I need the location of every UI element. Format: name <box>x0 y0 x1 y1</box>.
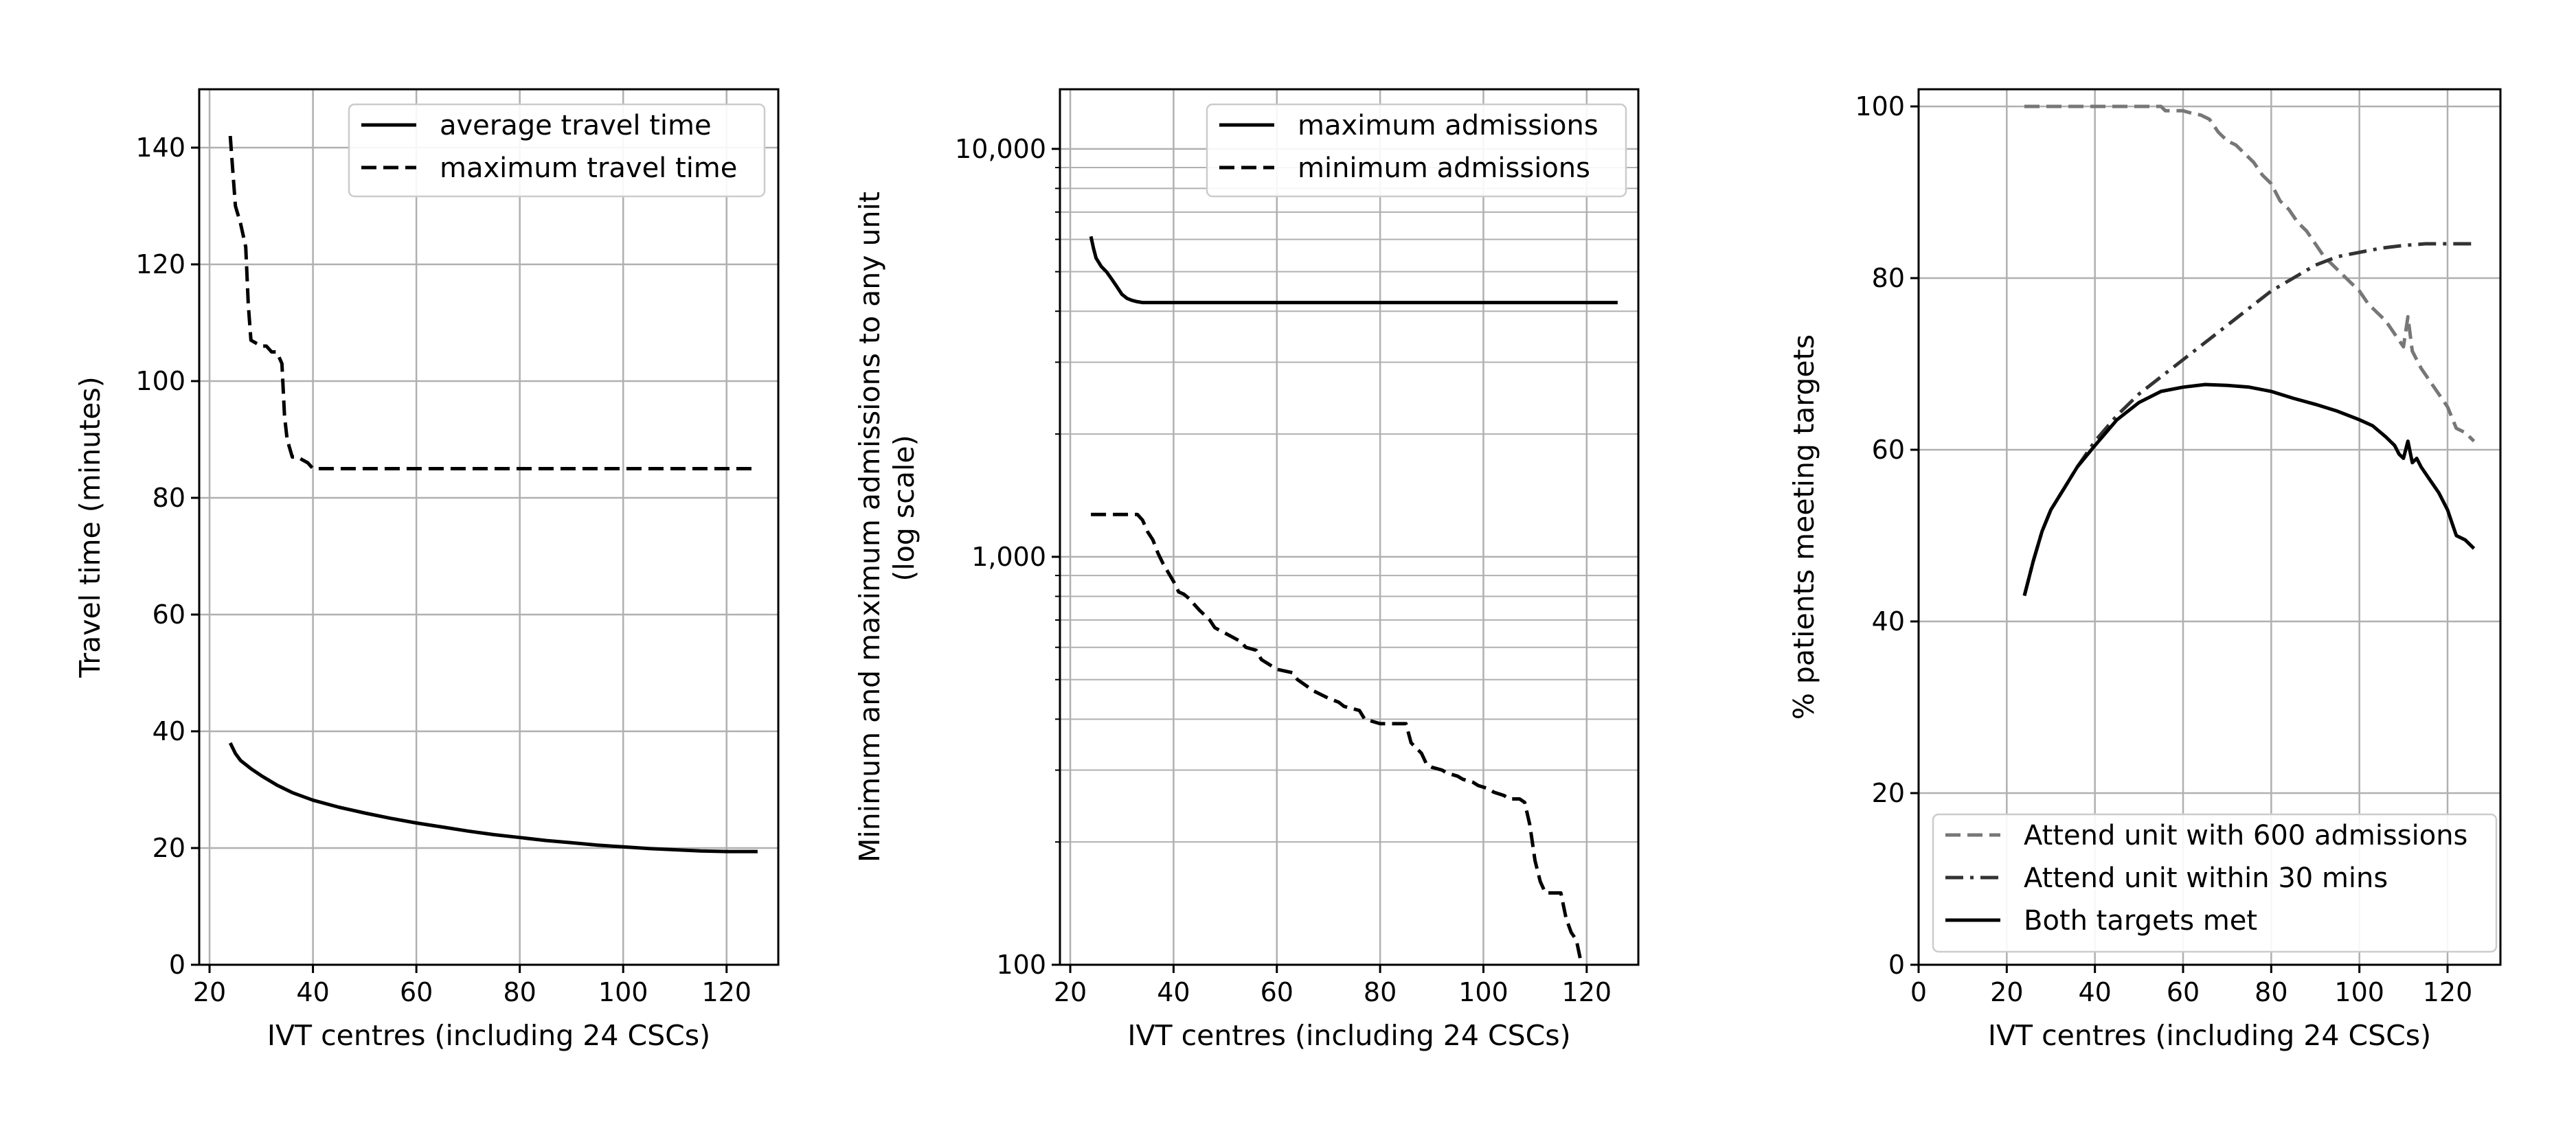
chart3-panel <box>1910 88 2502 973</box>
chart2-panel <box>1052 88 1640 973</box>
chart1-panel <box>191 88 780 973</box>
chart2-series-line-1 <box>1089 236 1618 305</box>
chart1-y-tick-label: 140 <box>135 133 185 163</box>
chart1-y-tick-label: 100 <box>135 366 185 396</box>
chart3-x-tick-label: 60 <box>2167 977 2200 1007</box>
chart3-x-tick-label: 40 <box>2078 977 2111 1007</box>
chart3-x-tick-label: 0 <box>1910 977 1927 1007</box>
chart1-series-line-2 <box>228 135 758 470</box>
chart2-y-tick-label: 10,000 <box>955 134 1046 164</box>
chart2-legend-box <box>1206 103 1627 198</box>
chart1-x-tick-label: 80 <box>503 977 536 1007</box>
chart1-x-tick-label: 20 <box>193 977 226 1007</box>
chart2-x-tick-label: 40 <box>1157 977 1190 1007</box>
chart3-x-tick-label: 20 <box>1990 977 2023 1007</box>
chart3-legend-box <box>1932 813 2498 953</box>
chart1-x-tick-label: 60 <box>400 977 433 1007</box>
chart3-series-line-2 <box>2022 242 2474 597</box>
chart2-y-axis-label-line2: (log scale) <box>888 435 920 581</box>
chart2-series-line-2 <box>1091 512 1583 965</box>
chart2-x-tick-label: 20 <box>1054 977 1087 1007</box>
chart3-y-tick-label: 40 <box>1872 606 1905 637</box>
chart3-y-tick-label: 20 <box>1872 778 1905 808</box>
chart1-legend-label-1: average travel time <box>440 110 712 141</box>
chart1-y-tick-label: 40 <box>152 716 185 746</box>
chart2-x-axis-label: IVT centres (including 24 CSCs) <box>1127 1019 1570 1052</box>
chart1-legend-label-2: maximum travel time <box>440 152 737 184</box>
chart2-x-tick-label: 80 <box>1364 977 1397 1007</box>
chart1-x-axis-label: IVT centres (including 24 CSCs) <box>267 1019 710 1052</box>
chart3-axes-frame <box>1917 88 2502 966</box>
chart3-y-tick-label: 80 <box>1872 263 1905 293</box>
chart3-legend-label-2: Attend unit within 30 mins <box>2024 862 2388 894</box>
chart1-axes-frame <box>198 88 780 966</box>
chart2-legend-label-2: minimum admissions <box>1298 152 1590 184</box>
chart1-y-axis-label: Travel time (minutes) <box>74 376 106 678</box>
chart2-legend-label-1: maximum admissions <box>1298 110 1598 141</box>
chart1-y-tick-label: 120 <box>135 249 185 279</box>
chart1-y-tick-label: 60 <box>152 599 185 630</box>
chart3-y-tick-label: 100 <box>1855 91 1905 122</box>
chart1-x-tick-label: 100 <box>598 977 648 1007</box>
chart1-series-line-1 <box>228 742 758 854</box>
chart2-x-tick-label: 60 <box>1261 977 1293 1007</box>
chart2-x-tick-label: 120 <box>1562 977 1612 1007</box>
chart1-x-tick-label: 40 <box>296 977 329 1007</box>
chart1-x-tick-label: 120 <box>701 977 752 1007</box>
chart3-x-tick-label: 100 <box>2334 977 2384 1007</box>
chart3-y-tick-label: 60 <box>1872 435 1905 465</box>
chart2-y-axis-label: Minimum and maximum admissions to any un… <box>853 192 886 862</box>
chart2-y-tick-label: 1,000 <box>971 542 1046 572</box>
chart1-y-tick-label: 80 <box>152 483 185 513</box>
chart2-x-tick-label: 100 <box>1458 977 1509 1007</box>
chart3-legend-label-3: Both targets met <box>2024 905 2257 937</box>
chart3-x-tick-label: 120 <box>2423 977 2473 1007</box>
chart3-x-axis-label: IVT centres (including 24 CSCs) <box>1988 1019 2431 1052</box>
chart1-y-tick-label: 0 <box>169 950 185 980</box>
chart3-x-tick-label: 80 <box>2255 977 2287 1007</box>
chart3-y-tick-label: 0 <box>1888 950 1905 980</box>
chart1-y-tick-label: 20 <box>152 833 185 863</box>
chart1-legend-box <box>348 103 766 198</box>
chart2-y-tick-label: 100 <box>996 950 1046 980</box>
chart3-legend-label-1: Attend unit with 600 admissions <box>2024 820 2467 851</box>
chart2-axes-frame <box>1059 88 1640 966</box>
chart3-series-line-3 <box>2022 382 2476 597</box>
chart3-series-line-1 <box>2024 104 2476 443</box>
chart3-y-axis-label: % patients meeting targets <box>1787 334 1820 720</box>
